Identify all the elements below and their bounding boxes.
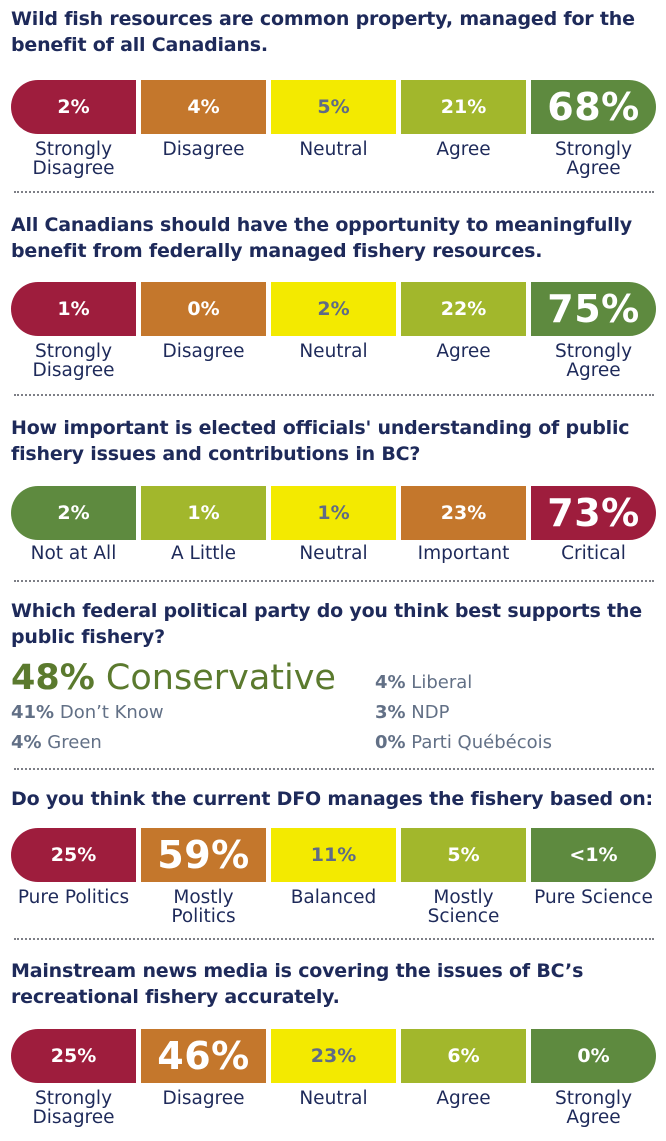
party-ndp-value: 3% <box>375 702 406 723</box>
question-6-labels: Strongly Disagree Disagree Neutral Agree Str… <box>11 1089 658 1127</box>
bar-segment-5: 0% <box>531 1029 656 1083</box>
bar-segment-5: 68% <box>531 80 656 134</box>
bar-segment-1: 1% <box>11 282 136 336</box>
bar-segment-4: 6% <box>401 1029 526 1083</box>
category-label-1: Not at All <box>30 543 117 564</box>
category-label-4: Agree <box>436 1088 491 1109</box>
bar-segment-2: 59% <box>141 828 266 882</box>
party-parti-quebecois: 0% Parti Québécois <box>375 732 552 753</box>
category-label-5: Critical <box>561 543 626 564</box>
question-2-labels: Strongly Disagree Disagree Neutral Agree Str… <box>11 342 658 380</box>
bar-segment-2: 46% <box>141 1029 266 1083</box>
question-3-title: How important is elected officials' unde… <box>11 417 630 465</box>
question-1-bar: 2% 4% 5% 21% 68% <box>11 80 658 134</box>
bar-segment-2: 0% <box>141 282 266 336</box>
category-label-4: Important <box>417 543 510 564</box>
divider <box>14 191 654 193</box>
divider <box>14 768 654 770</box>
category-label-2: Disagree <box>162 341 245 362</box>
bar-segment-4: 22% <box>401 282 526 336</box>
question-5-labels: Pure Politics Mostly Politics Balanced Most… <box>11 888 658 926</box>
party-green-value: 4% <box>11 732 42 753</box>
bar-segment-3: 23% <box>271 1029 396 1083</box>
category-label-4: Agree <box>436 139 491 160</box>
category-label-5: Pure Science <box>534 887 653 908</box>
party-ndp-label: NDP <box>411 702 450 723</box>
category-label-3: Neutral <box>299 543 368 564</box>
party-green-label: Green <box>47 732 102 753</box>
bar-segment-5: 75% <box>531 282 656 336</box>
question-5-bar: 25% 59% 11% 5% <1% <box>11 828 658 882</box>
category-label-4: Agree <box>436 341 491 362</box>
party-liberal: 4% Liberal <box>375 672 472 693</box>
question-2-title: All Canadians should have the opportunit… <box>11 214 632 262</box>
category-label-5: Strongly Agree <box>554 1088 633 1128</box>
bar-segment-4: 5% <box>401 828 526 882</box>
bar-segment-4: 23% <box>401 486 526 540</box>
question-1-labels: Strongly Disagree Disagree Neutral Agree Str… <box>11 140 658 178</box>
party-parti-quebecois-value: 0% <box>375 732 406 753</box>
category-label-3: Balanced <box>290 887 377 908</box>
category-label-2: Disagree <box>162 1088 245 1109</box>
question-6-title: Mainstream news media is covering the is… <box>11 960 584 1008</box>
question-3-labels: Not at All A Little Neutral Important Critic… <box>11 544 658 563</box>
party-ndp: 3% NDP <box>375 702 449 723</box>
party-conservative: 48% Conservative <box>11 658 336 698</box>
bar-segment-1: 2% <box>11 486 136 540</box>
bar-segment-5: 73% <box>531 486 656 540</box>
divider <box>14 580 654 582</box>
category-label-3: Neutral <box>299 139 368 160</box>
category-label-3: Neutral <box>299 1088 368 1109</box>
bar-segment-1: 2% <box>11 80 136 134</box>
bar-segment-5: <1% <box>531 828 656 882</box>
question-5-title: Do you think the current DFO manages the… <box>11 788 653 810</box>
party-green: 4% Green <box>11 732 102 753</box>
question-2-bar: 1% 0% 2% 22% 75% <box>11 282 658 336</box>
party-conservative-label: Conservative <box>105 658 336 698</box>
bar-segment-4: 21% <box>401 80 526 134</box>
category-label-2: Mostly Politics <box>171 887 236 927</box>
bar-segment-3: 5% <box>271 80 396 134</box>
divider <box>14 394 654 396</box>
bar-segment-2: 4% <box>141 80 266 134</box>
party-dont-know-value: 41% <box>11 702 55 723</box>
category-label-2: Disagree <box>162 139 245 160</box>
question-6-bar: 25% 46% 23% 6% 0% <box>11 1029 658 1083</box>
party-liberal-label: Liberal <box>411 672 473 693</box>
question-3-bar: 2% 1% 1% 23% 73% <box>11 486 658 540</box>
bar-segment-2: 1% <box>141 486 266 540</box>
party-parti-quebecois-label: Parti Québécois <box>411 732 552 753</box>
question-4-title: Which federal political party do you thi… <box>11 600 642 648</box>
category-label-1: Strongly Disagree <box>32 139 115 179</box>
party-conservative-value: 48% <box>11 658 95 698</box>
question-1-title: Wild fish resources are common property,… <box>11 8 635 56</box>
bar-segment-3: 2% <box>271 282 396 336</box>
bar-segment-1: 25% <box>11 1029 136 1083</box>
category-label-5: Strongly Agree <box>554 139 633 179</box>
bar-segment-3: 1% <box>271 486 396 540</box>
bar-segment-3: 11% <box>271 828 396 882</box>
category-label-1: Pure Politics <box>17 887 130 908</box>
category-label-1: Strongly Disagree <box>32 341 115 381</box>
party-dont-know-label: Don’t Know <box>59 702 164 723</box>
category-label-3: Neutral <box>299 341 368 362</box>
bar-segment-1: 25% <box>11 828 136 882</box>
party-dont-know: 41% Don’t Know <box>11 702 164 723</box>
category-label-2: A Little <box>170 543 236 564</box>
category-label-4: Mostly Science <box>427 887 500 927</box>
category-label-1: Strongly Disagree <box>32 1088 115 1128</box>
divider <box>14 938 654 940</box>
party-liberal-value: 4% <box>375 672 406 693</box>
category-label-5: Strongly Agree <box>554 341 633 381</box>
